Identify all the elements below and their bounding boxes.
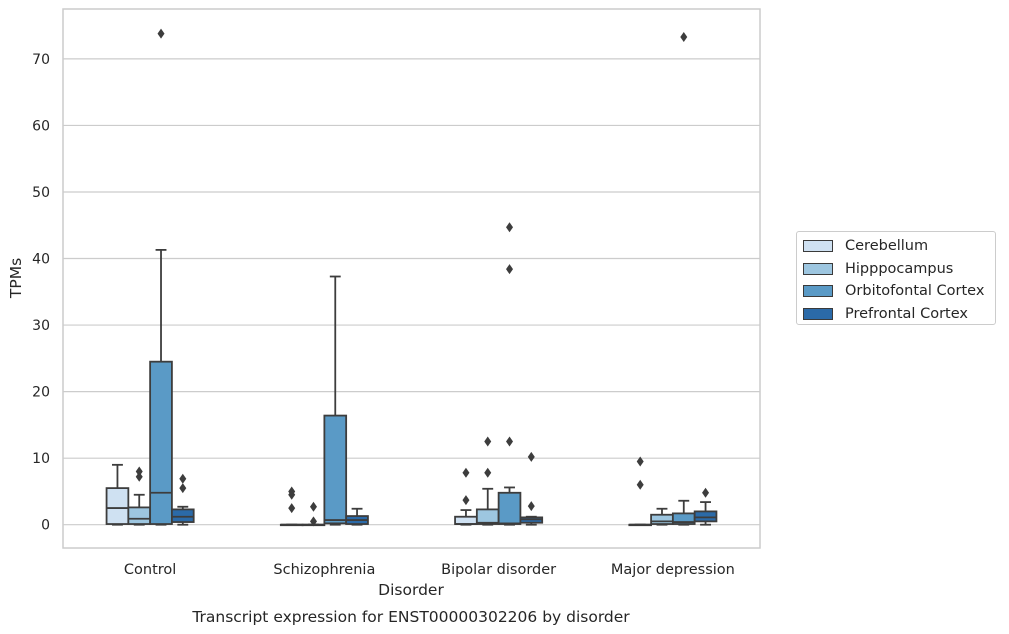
box-3-2 — [519, 451, 544, 526]
legend-swatch — [803, 307, 833, 320]
legend-item: Cerebellum — [803, 237, 928, 255]
legend-item: Hipppocampus — [803, 260, 953, 278]
box-iqr — [454, 515, 478, 525]
box-0-0 — [105, 463, 130, 526]
box-3-0 — [171, 473, 195, 526]
outlier-point — [309, 516, 317, 527]
outlier-point — [288, 503, 296, 514]
boxes-layer — [105, 28, 718, 527]
y-tick-labels: 0 10 20 30 40 50 60 70 — [32, 52, 50, 534]
x-axis-label: Disorder — [378, 581, 444, 599]
x-tick-label: Major depression — [611, 562, 735, 578]
y-axis-label: TPMs — [7, 258, 25, 299]
legend-swatch — [803, 285, 833, 297]
legend-label: Prefrontal Cortex — [845, 305, 968, 322]
legend: Cerebellum Hipppocampus Orbitofontal Corte… — [796, 231, 996, 325]
outlier-point — [462, 467, 470, 478]
y-tick-label: 60 — [32, 118, 50, 134]
box-iqr — [323, 414, 348, 525]
outlier-point — [484, 436, 492, 447]
outlier-point — [636, 479, 644, 490]
box-iqr — [650, 513, 674, 525]
chart-caption: Transcript expression for ENST0000030220… — [191, 608, 630, 626]
x-tick-label: Bipolar disorder — [441, 562, 556, 578]
box-iqr — [693, 510, 718, 523]
outlier-point — [506, 222, 514, 233]
legend-label: Cerebellum — [845, 238, 929, 254]
outlier-point — [506, 436, 514, 447]
legend-item: Orbitofontal Cortex — [803, 282, 984, 300]
x-tick-labels: Control Schizophrenia Bipolar disorder Majo… — [124, 562, 735, 578]
legend-label: Hipppocampus — [845, 260, 954, 277]
box-iqr — [497, 491, 522, 525]
outlier-point — [135, 471, 143, 482]
outlier-point — [157, 28, 165, 39]
legend-label: Orbitofontal Cortex — [845, 283, 985, 299]
y-tick-label: 40 — [32, 252, 50, 268]
box-0-2 — [454, 467, 478, 526]
outlier-point — [288, 486, 296, 497]
box-1-0 — [127, 466, 152, 526]
box-0-3 — [628, 456, 652, 527]
x-tick-label: Schizophrenia — [273, 562, 375, 578]
outlier-point — [527, 451, 535, 462]
outlier-point — [527, 501, 535, 512]
outlier-point — [702, 487, 710, 498]
outlier-point — [484, 467, 492, 478]
box-2-3 — [671, 31, 696, 526]
legend-item: Prefrontal Cortex — [803, 305, 968, 323]
outlier-point — [179, 483, 187, 494]
outlier-point — [506, 264, 514, 275]
y-tick-label: 50 — [32, 185, 50, 201]
box-iqr — [171, 508, 195, 523]
y-tick-label: 30 — [32, 318, 50, 334]
box-2-0 — [149, 28, 173, 526]
y-tick-label: 70 — [32, 52, 50, 68]
outlier-point — [462, 495, 470, 506]
box-2-2 — [497, 222, 522, 526]
box-iqr — [127, 506, 152, 525]
box-iqr — [105, 487, 130, 525]
legend-swatch — [803, 240, 833, 252]
outlier-point — [636, 456, 644, 467]
outlier-point — [309, 501, 317, 512]
box-iqr — [149, 360, 173, 525]
box-2-1 — [323, 275, 348, 526]
x-tick-label: Control — [124, 562, 176, 578]
y-tick-label: 10 — [32, 451, 50, 467]
box-3-1 — [345, 507, 369, 526]
box-1-3 — [650, 507, 674, 526]
y-tick-label: 0 — [41, 518, 50, 534]
box-1-1 — [301, 501, 326, 527]
outlier-point — [179, 473, 187, 484]
outlier-point — [680, 31, 688, 42]
y-tick-label: 20 — [32, 385, 50, 401]
outlier-point — [135, 466, 143, 477]
legend-swatch — [803, 262, 833, 275]
box-3-3 — [693, 487, 718, 526]
